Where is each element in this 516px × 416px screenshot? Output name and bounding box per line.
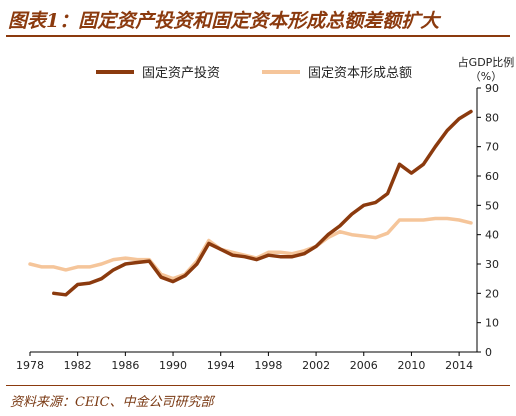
x-tick-label: 1998	[254, 359, 282, 372]
series-line-gross-fixed-capital-formation	[28, 216, 473, 281]
series-layer	[28, 109, 473, 297]
y-tick-label: 70	[485, 141, 499, 154]
x-tick-label: 2006	[350, 359, 378, 372]
x-tick-label: 1994	[207, 359, 235, 372]
x-tick-label: 1986	[111, 359, 139, 372]
y-tick-label: 90	[485, 82, 499, 95]
legend: 固定资产投资 固定资本形成总额	[96, 65, 412, 81]
y-tick-label: 80	[485, 111, 499, 124]
series-line-fixed-asset-investment	[52, 109, 473, 297]
y-tick-label: 30	[485, 258, 499, 271]
y-tick-label: 10	[485, 317, 499, 330]
x-tick-label: 1978	[16, 359, 44, 372]
bottom-divider	[6, 385, 510, 386]
x-tick-label: 2014	[445, 359, 473, 372]
legend-fixed-asset-investment-label: 固定资产投资	[142, 65, 220, 81]
y-tick-label: 0	[485, 346, 492, 359]
y-tick-label: 60	[485, 170, 499, 183]
y-tick-label: 40	[485, 229, 499, 242]
x-tick-label: 1982	[64, 359, 92, 372]
legend-gross-fixed-capital-formation-label: 固定资本形成总额	[308, 66, 412, 81]
y-tick-label: 50	[485, 199, 499, 212]
y-unit-label-line1: 占GDP比例	[458, 55, 515, 69]
x-tick-label: 2002	[302, 359, 330, 372]
top-divider	[6, 35, 510, 37]
x-tick-label: 2010	[397, 359, 425, 372]
x-tick-label: 1990	[159, 359, 187, 372]
axes-group: 0 10 20 30 40 50 60 70 80 90 1978 1982 1986 1990 1994 1…	[16, 82, 499, 372]
source-note: 资料来源：CEIC、中金公司研究部	[10, 395, 214, 410]
chart-title: 图表1：固定资产投资和固定资本形成总额差额扩大	[8, 10, 440, 32]
y-unit-label-line2: （%）	[470, 70, 502, 83]
y-tick-label: 20	[485, 287, 499, 300]
